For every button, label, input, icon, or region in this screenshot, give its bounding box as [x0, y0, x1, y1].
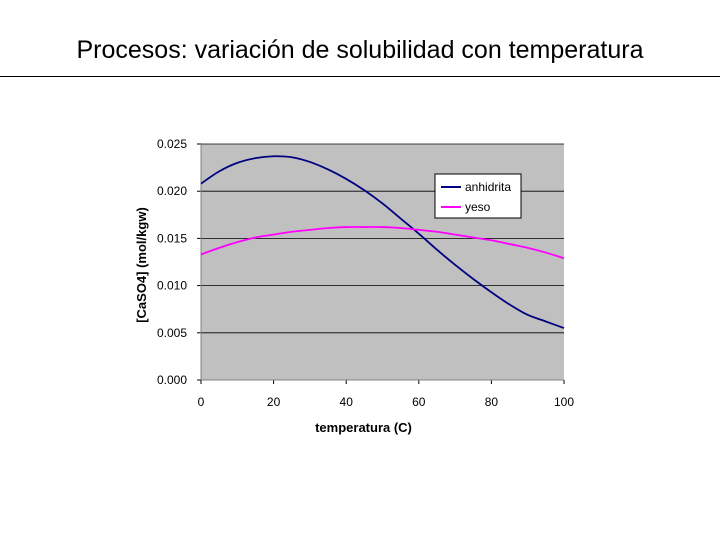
y-tick-label: 0.010	[157, 279, 187, 293]
x-tick-label: 40	[340, 395, 354, 409]
x-tick-label: 20	[267, 395, 281, 409]
axes: 0.000 0.005 0.010 0.015 0.020 0.025 0 20 40 60 80 1…	[157, 137, 574, 409]
y-tick-label: 0.020	[157, 184, 187, 198]
legend: anhidrita yeso	[434, 173, 522, 219]
legend-label: yeso	[465, 200, 491, 214]
legend-label: anhidrita	[465, 180, 511, 194]
series-lines	[200, 155, 565, 329]
y-tick-label: 0.005	[157, 326, 187, 340]
title-divider	[0, 76, 720, 77]
slide-title: Procesos: variación de solubilidad con t…	[76, 36, 644, 64]
x-tick-label: 100	[554, 395, 574, 409]
x-tick-label: 60	[412, 395, 426, 409]
y-axis-title: [CaSO4] (mol/kgw)	[134, 207, 149, 323]
y-tick-label: 0.000	[157, 373, 187, 387]
y-tick-label: 0.025	[157, 137, 187, 151]
x-axis-title: temperatura (C)	[315, 420, 412, 435]
series-line-anhidrita	[200, 155, 565, 329]
legend-box	[434, 173, 522, 219]
x-tick-label: 0	[198, 395, 205, 409]
series-line-yeso	[200, 226, 565, 260]
x-tick-label: 80	[485, 395, 499, 409]
y-tick-label: 0.015	[157, 231, 187, 245]
